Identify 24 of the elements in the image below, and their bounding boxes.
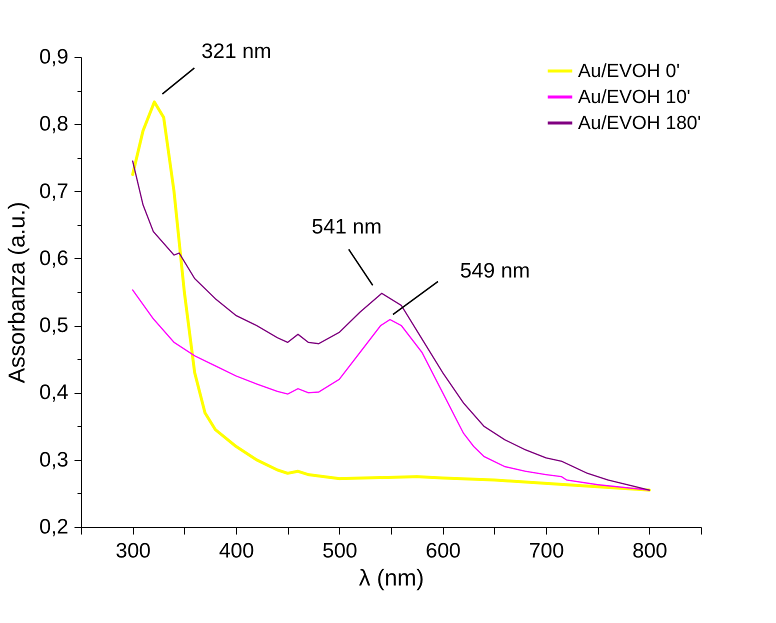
line-series <box>132 160 650 491</box>
y-tick-label: 0,7 <box>39 180 68 203</box>
y-axis-title: Assorbanza (a.u.) <box>3 202 30 384</box>
y-tick-label: 0,2 <box>39 516 68 538</box>
annotation: 541 nm <box>312 215 382 238</box>
y-tick-label: 0,5 <box>39 314 68 338</box>
y-tick-label: 0,6 <box>39 246 68 270</box>
y-tick-label: 0,9 <box>39 46 68 68</box>
legend-label: Au/EVOH 0' <box>578 61 680 82</box>
x-tick-label: 500 <box>322 540 358 562</box>
x-tick-label: 800 <box>632 540 668 562</box>
line-series <box>132 289 650 491</box>
x-tick-label: 300 <box>116 540 151 562</box>
legend-label: Au/EVOH 180' <box>578 113 701 134</box>
annotation: 321 nm <box>201 40 272 63</box>
x-tick-label: 700 <box>528 540 564 562</box>
y-tick-label: 0,4 <box>39 381 69 404</box>
y-tick-label: 0,3 <box>39 448 68 472</box>
annotation: 549 nm <box>460 260 530 283</box>
x-axis-title: λ (nm) <box>358 564 424 590</box>
x-tick-label: 600 <box>426 540 461 562</box>
legend-label: Au/EVOH 10' <box>578 87 690 108</box>
x-tick-label: 400 <box>218 540 254 562</box>
y-tick-label: 0,8 <box>39 112 68 136</box>
